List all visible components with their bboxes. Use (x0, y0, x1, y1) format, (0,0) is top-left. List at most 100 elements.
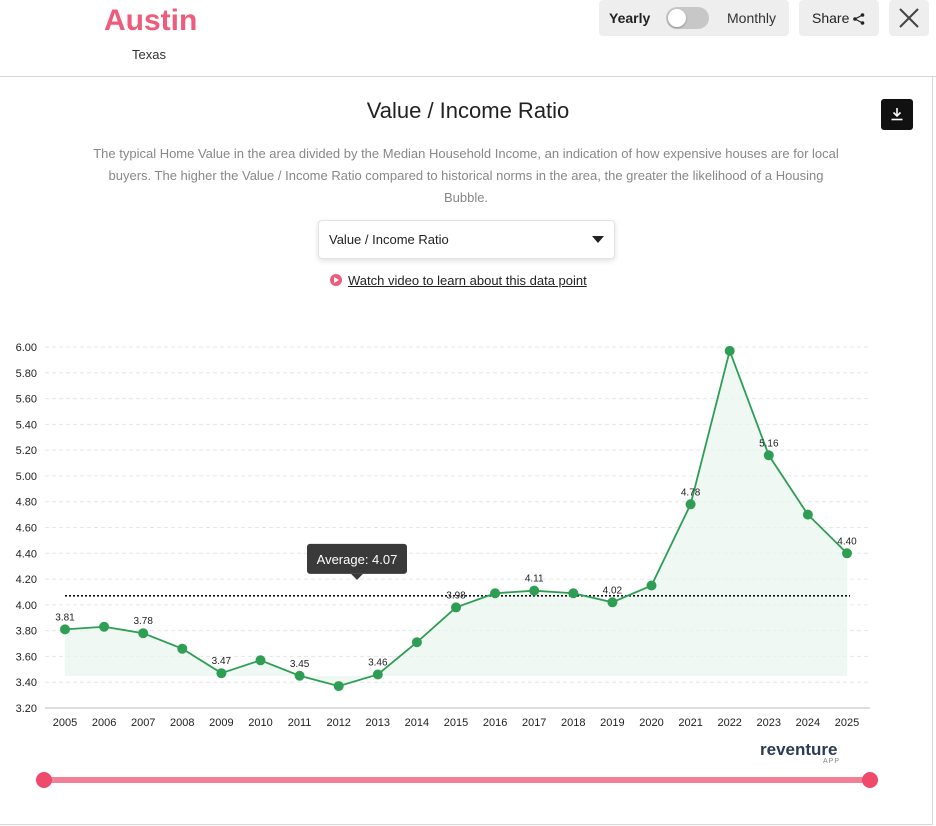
metric-select[interactable]: Value / Income Ratio (318, 220, 615, 259)
x-tick-label: 2024 (796, 717, 820, 729)
data-point (842, 548, 852, 559)
x-tick-label: 2012 (326, 717, 350, 729)
brand-logo-sub: APP (823, 758, 841, 765)
video-link-text[interactable]: Watch video to learn about this data poi… (348, 273, 587, 288)
metric-select-value: Value / Income Ratio (329, 232, 449, 247)
data-point (411, 637, 422, 648)
download-button[interactable] (881, 99, 913, 130)
city-name: Austin (104, 4, 198, 37)
data-label: 3.45 (290, 659, 310, 670)
data-point (646, 580, 657, 591)
close-button[interactable] (889, 0, 929, 36)
data-point (216, 668, 227, 679)
x-tick-label: 2013 (366, 717, 390, 729)
x-tick-label: 2020 (639, 717, 663, 729)
toggle-switch[interactable] (666, 7, 709, 29)
share-icon (853, 12, 865, 28)
data-point (802, 509, 813, 520)
toggle-knob (668, 9, 686, 27)
data-point (333, 681, 344, 692)
y-tick-label: 5.60 (16, 394, 37, 406)
data-point (138, 628, 149, 639)
range-slider-start-handle[interactable] (36, 772, 52, 788)
average-tooltip-arrow (351, 573, 363, 580)
data-label: 3.78 (133, 616, 153, 627)
data-label: 3.81 (55, 612, 75, 623)
close-icon (899, 8, 919, 28)
x-tick-label: 2025 (835, 717, 859, 729)
toggle-monthly-label[interactable]: Monthly (727, 10, 777, 26)
period-toggle[interactable]: Yearly Monthly (599, 0, 789, 36)
data-point (255, 655, 266, 666)
play-icon (330, 274, 342, 286)
y-tick-label: 5.00 (16, 471, 37, 483)
y-tick-label: 4.80 (16, 497, 37, 509)
state-name: Texas (132, 47, 166, 62)
header-bar: Austin Texas Yearly Monthly Share (0, 0, 936, 77)
x-tick-label: 2023 (757, 717, 781, 729)
x-tick-label: 2015 (444, 717, 468, 729)
range-slider-end-handle[interactable] (862, 772, 878, 788)
data-label: 4.78 (681, 487, 701, 498)
x-tick-label: 2010 (248, 717, 272, 729)
x-tick-label: 2011 (288, 717, 312, 729)
x-tick-label: 2018 (561, 717, 585, 729)
data-point (99, 621, 110, 632)
data-point (490, 588, 501, 599)
y-tick-label: 3.80 (16, 626, 37, 638)
y-tick-label: 4.20 (16, 574, 37, 586)
data-label: 4.40 (837, 536, 857, 547)
caret-down-icon (592, 236, 604, 243)
x-tick-label: 2016 (483, 717, 507, 729)
x-tick-label: 2022 (717, 717, 741, 729)
y-tick-label: 6.00 (16, 342, 37, 354)
x-tick-label: 2007 (131, 717, 155, 729)
data-label: 3.47 (212, 656, 232, 667)
value-income-chart: 6.00 5.80 5.60 5.40 5.20 5.00 4.80 4.60 4.40 4.20… (16, 342, 870, 729)
data-point (724, 345, 735, 356)
brand-logo: reventure (760, 740, 838, 759)
data-label: 3.98 (446, 590, 466, 601)
data-point (529, 585, 540, 596)
series-area (65, 350, 847, 687)
toggle-yearly-label[interactable]: Yearly (609, 10, 651, 26)
data-point (372, 669, 383, 680)
y-tick-label: 4.60 (16, 523, 37, 535)
y-tick-label: 4.00 (16, 600, 37, 612)
page-title: Value / Income Ratio (366, 98, 570, 123)
y-tick-label: 3.40 (16, 677, 37, 689)
y-tick-label: 4.40 (16, 548, 37, 560)
y-tick-label: 5.40 (16, 419, 37, 431)
data-point (607, 597, 618, 608)
x-tick-label: 2009 (209, 717, 233, 729)
data-label: 3.46 (368, 657, 388, 668)
y-tick-label: 5.20 (16, 445, 37, 457)
average-tooltip-label: Average: 4.07 (317, 552, 398, 567)
data-point (568, 588, 579, 599)
data-point (451, 602, 461, 613)
data-label: 4.11 (525, 574, 544, 585)
share-label: Share (812, 10, 850, 26)
metric-description: The typical Home Value in the area divid… (93, 146, 839, 205)
data-point (294, 670, 305, 681)
x-tick-label: 2005 (53, 717, 77, 729)
video-link[interactable]: Watch video to learn about this data poi… (330, 273, 587, 288)
x-tick-label: 2021 (678, 717, 702, 729)
x-tick-label: 2017 (522, 717, 546, 729)
range-slider-track[interactable] (44, 777, 870, 783)
data-point (177, 643, 188, 654)
data-point (685, 499, 696, 510)
data-point (60, 624, 70, 635)
data-label: 4.02 (603, 585, 623, 596)
average-tooltip-box (307, 543, 407, 574)
y-tick-label: 3.60 (16, 651, 37, 663)
chart-panel (0, 77, 933, 825)
download-icon (891, 108, 903, 121)
data-point (763, 450, 774, 461)
share-button[interactable]: Share (799, 0, 879, 36)
y-tick-label: 5.80 (16, 368, 37, 380)
x-tick-label: 2006 (92, 717, 116, 729)
y-tick-label: 3.20 (16, 703, 37, 715)
x-tick-label: 2008 (170, 717, 194, 729)
x-tick-label: 2019 (600, 717, 624, 729)
